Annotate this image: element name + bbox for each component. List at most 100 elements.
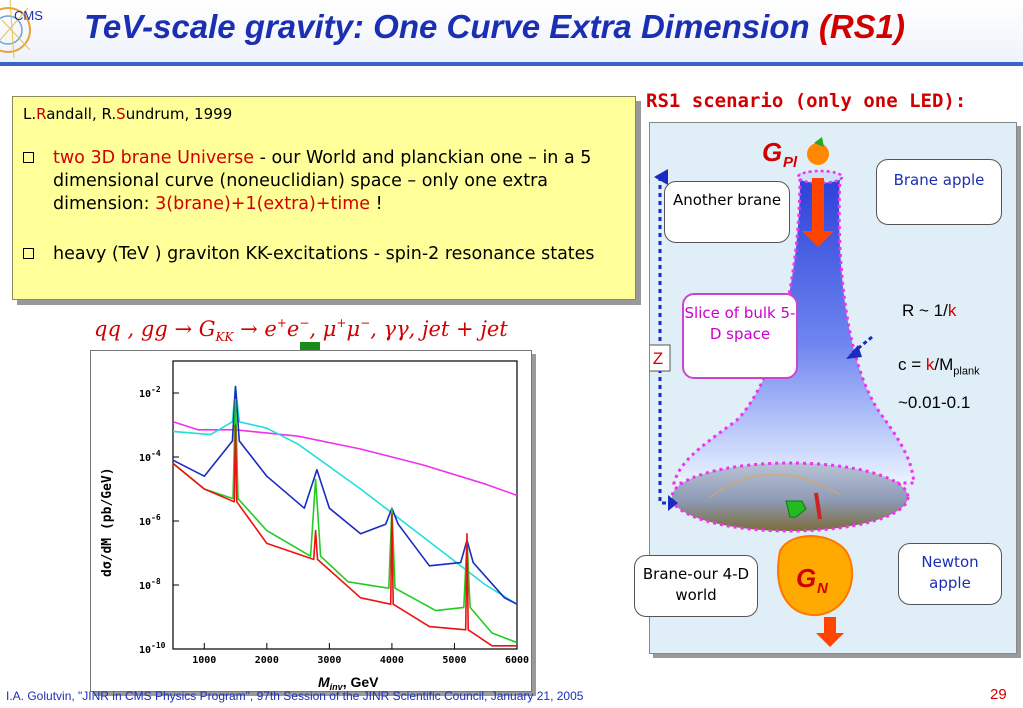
- cms-logo: CMS: [0, 0, 43, 58]
- f-sup2: −: [299, 316, 310, 330]
- fall-arrow-shaft: [812, 178, 824, 233]
- reference: L.Randall, R.Sundrum, 1999: [23, 105, 232, 123]
- ref-r: R: [36, 105, 47, 123]
- title-accent: (RS1): [818, 8, 906, 45]
- z-box: [650, 344, 671, 372]
- f-sup4: −: [360, 316, 371, 330]
- reference-box: L.Randall, R.Sundrum, 1999 two 3D brane …: [12, 96, 636, 300]
- bullet2-text: heavy (TeV ) graviton KK-excitations - s…: [53, 244, 595, 264]
- cross-section-plot: dσ/dM (pb/GeV) 1000 2000 3000 4000 5000 6000 1…: [100, 360, 529, 666]
- another-brane-text: Another brane: [672, 191, 782, 209]
- page-title: TeV-scale gravity: One Curve Extra Dimen…: [84, 8, 905, 46]
- series-line-1: [172, 421, 518, 497]
- brane-apple-text: Brane apple: [893, 171, 985, 189]
- newton-apple-icon: [777, 535, 854, 617]
- page-number: 29: [990, 686, 1007, 703]
- y-tick-label: 10-8: [139, 577, 161, 592]
- y-tick-exponent: -6: [151, 513, 161, 522]
- footer-text: I.A. Golutvin, "JINR in CMS Physics Prog…: [6, 689, 584, 703]
- title-main: TeV-scale gravity: One Curve Extra Dimen…: [84, 8, 819, 45]
- r-relation: R ~ 1/k: [902, 301, 956, 321]
- f4: , μ: [309, 317, 337, 341]
- other-brane-ellipse: [796, 169, 844, 185]
- callout-newton-apple: Newton apple: [898, 543, 1002, 605]
- c-sub: plank: [953, 365, 980, 378]
- g-n-sub: N: [817, 580, 829, 597]
- callout-another-brane: Another brane: [664, 181, 790, 243]
- scenario-panel: Z G Pl G N Another brane Brane apple Sli…: [634, 122, 1017, 654]
- y-tick-label: 10-2: [139, 385, 161, 400]
- c-range: ~0.01-0.1: [898, 393, 971, 412]
- x-tick-label: 1000: [192, 655, 216, 666]
- c-mid: /M: [934, 355, 954, 374]
- red-mark: [814, 492, 822, 520]
- y-tick-label: 10-6: [139, 513, 161, 528]
- bullet1-red: two 3D brane Universe: [53, 148, 255, 168]
- process-formula: qq , gg → GKK → e+e−, μ+μ−, γγ, jet + je…: [94, 316, 508, 344]
- brane-our-text: Brane-our 4-D world: [642, 565, 750, 604]
- fall-arrow-head-icon: [802, 231, 834, 247]
- z-label: Z: [653, 349, 663, 368]
- f-sup1: +: [276, 316, 287, 330]
- title-bar: [0, 0, 1023, 62]
- ref-l: L.: [23, 105, 37, 123]
- g-pl-sub: Pl: [783, 154, 798, 171]
- our-brane-ellipse: [670, 461, 910, 533]
- ref-s: S: [116, 105, 126, 123]
- z-arrow-top-icon: [654, 169, 668, 185]
- xlabel-m: M: [318, 674, 330, 690]
- callout-brane-apple: Brane apple: [876, 159, 1002, 225]
- newton-arrow-head-icon: [816, 633, 844, 647]
- bullet1-text: - our World and planckian one – in a 5 d…: [53, 148, 592, 214]
- xlabel-sub: inv: [329, 682, 343, 692]
- f-sub-kk: KK: [215, 330, 234, 344]
- y-tick-exponent: -4: [151, 449, 161, 458]
- c-relation: c = k/Mplank: [898, 355, 980, 377]
- k-symbol: k: [947, 301, 957, 320]
- plot-area: [172, 360, 518, 650]
- r-text: R ~ 1/: [902, 301, 948, 320]
- brane-apple-icon: [807, 143, 829, 165]
- x-tick-label: 3000: [317, 655, 341, 666]
- f1: qq , gg → G: [94, 317, 216, 341]
- series-line-2: [172, 385, 518, 605]
- slice-text: Slice of bulk 5-D space: [684, 304, 796, 343]
- checkbox-bullet-icon: [23, 152, 34, 163]
- ref-end: undrum, 1999: [125, 105, 233, 123]
- f-sup3: +: [336, 316, 347, 330]
- callout-brane-our: Brane-our 4-D world: [634, 555, 758, 617]
- f2: → e: [233, 317, 277, 341]
- newton-arrow-shaft: [824, 617, 836, 635]
- g-n-label: G: [796, 563, 816, 593]
- apple-leaf-icon: [814, 137, 824, 147]
- f6: , γγ, jet + jet: [370, 317, 508, 341]
- logo-text: CMS: [14, 8, 43, 23]
- newton-apple-text: Newton apple: [921, 553, 979, 592]
- z-arrow-bottom-icon: [668, 495, 678, 511]
- checkbox-bullet-icon: [23, 248, 34, 259]
- plot-frame: dσ/dM (pb/GeV) 1000 2000 3000 4000 5000 6000 1…: [90, 350, 532, 692]
- bullet1-end: !: [370, 194, 383, 214]
- x-tick-label: 4000: [380, 655, 404, 666]
- series-line-5: [172, 424, 517, 647]
- y-axis-label: dσ/dM (pb/GeV): [100, 467, 115, 577]
- callout-slice: Slice of bulk 5-D space: [682, 293, 798, 379]
- y-tick-exponent: -8: [151, 577, 161, 586]
- y-tick-label: 10-4: [139, 449, 161, 464]
- green-hand-icon: [785, 500, 807, 518]
- k-symbol: k: [925, 355, 935, 374]
- c-text: c =: [898, 355, 926, 374]
- f5: μ: [346, 317, 361, 341]
- x-tick-label: 5000: [442, 655, 466, 666]
- g-pl-label: G: [762, 137, 782, 167]
- x-tick-label: 6000: [505, 655, 529, 666]
- x-tick-label: 2000: [255, 655, 279, 666]
- x-axis-label: Minv, GeV: [318, 674, 378, 692]
- title-rule: [0, 62, 1023, 66]
- y-tick-exponent: -10: [151, 641, 166, 650]
- k-pointer-icon: [846, 345, 862, 359]
- ref-mid: andall, R.: [46, 105, 117, 123]
- y-tick-label: 10-10: [139, 641, 166, 656]
- scenario-title: RS1 scenario (only one LED):: [646, 90, 967, 112]
- bullet1-red2: 3(brane)+1(extra)+time: [155, 194, 371, 214]
